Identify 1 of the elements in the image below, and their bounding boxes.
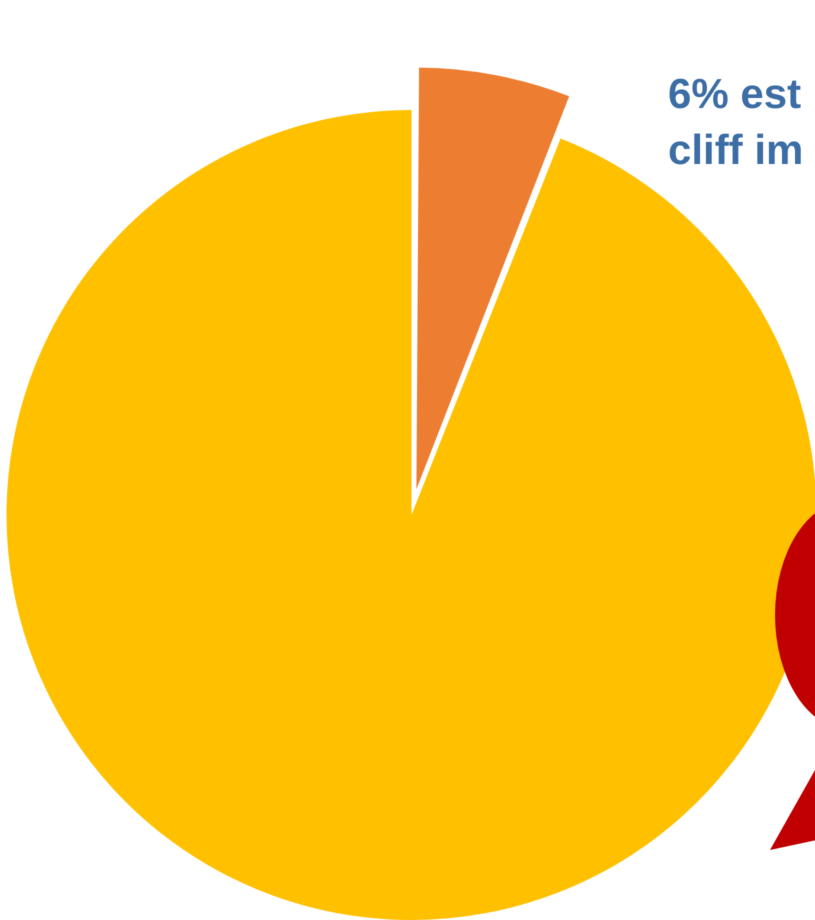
text: 6% est cliff im — [668, 69, 804, 175]
